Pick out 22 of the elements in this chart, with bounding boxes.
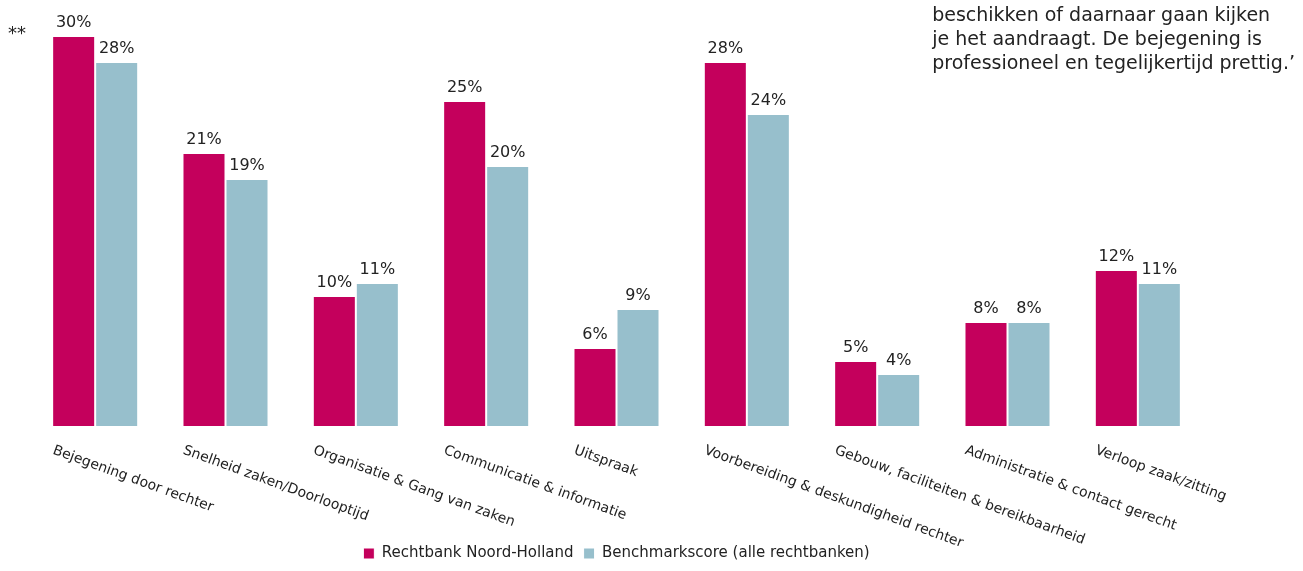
data-label: 10% — [316, 272, 353, 292]
data-label: 28% — [707, 38, 744, 58]
data-label: 19% — [229, 155, 265, 175]
data-label: 28% — [98, 38, 135, 58]
data-label: 11% — [1141, 259, 1178, 279]
data-label: 24% — [750, 90, 787, 110]
data-label: 20% — [489, 142, 526, 162]
data-label: 11% — [359, 259, 396, 279]
data-label: 9% — [625, 285, 651, 305]
data-label: 8% — [1016, 298, 1042, 318]
data-label: 6% — [582, 324, 608, 344]
legend-label: Benchmarkscore (alle rechtbanken) — [602, 543, 870, 562]
annotation: beschikken of daarnaar gaan kijken je het aandraagt. De bejegening is professioneel en tegelijkertijd prettig.’ — [932, 2, 1295, 74]
data-label: 30% — [55, 12, 92, 32]
annotation: ** — [8, 22, 26, 43]
data-label: 25% — [446, 77, 483, 97]
legend-label: Rechtbank Noord-Holland — [381, 543, 574, 562]
data-label: 5% — [842, 337, 869, 357]
data-label: 12% — [1098, 246, 1135, 266]
data-label: 21% — [186, 129, 222, 149]
data-label: 4% — [885, 350, 912, 370]
data-label: 8% — [973, 298, 999, 318]
